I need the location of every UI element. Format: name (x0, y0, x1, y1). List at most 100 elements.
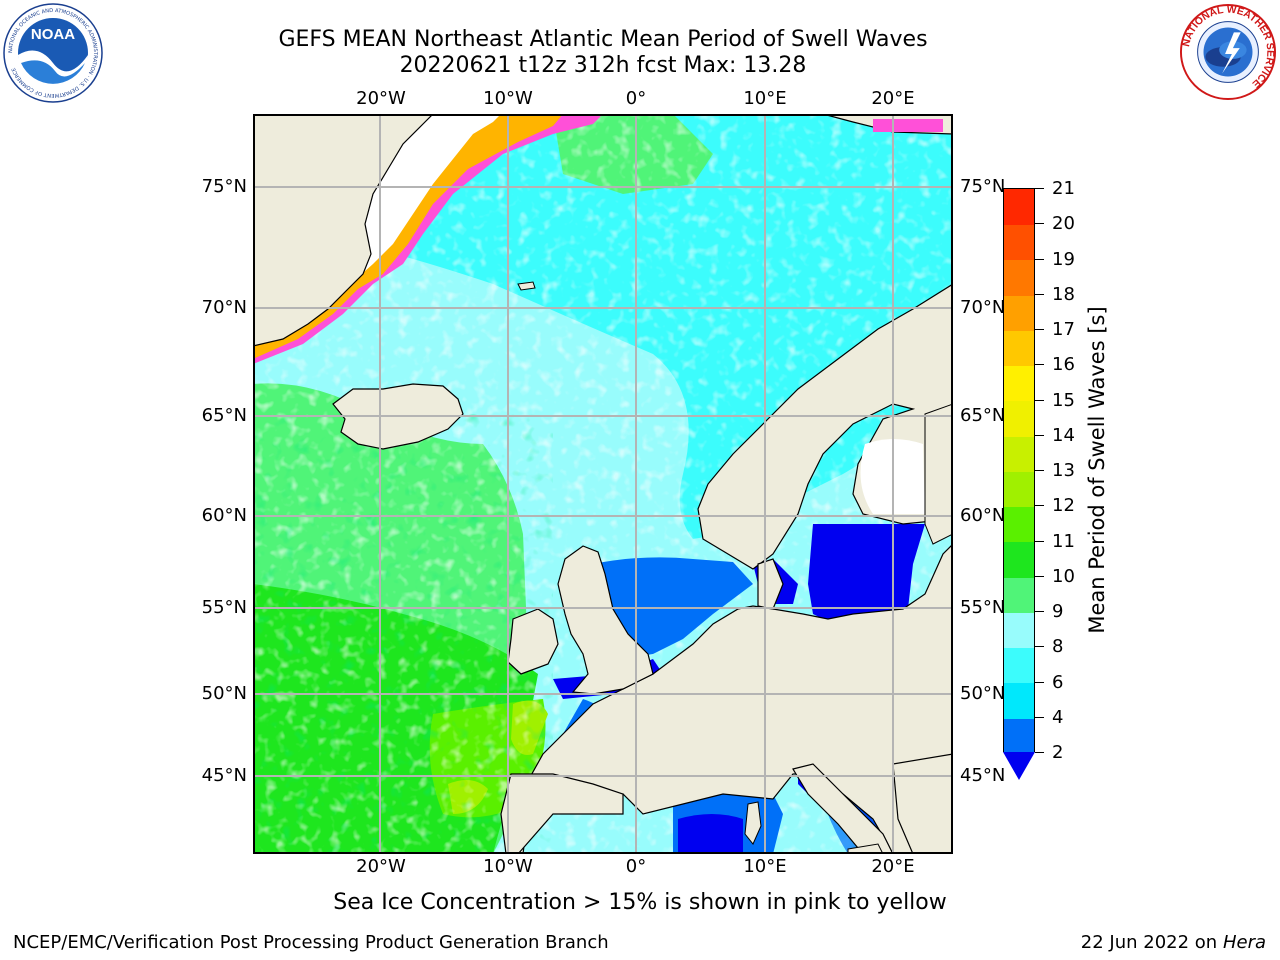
colorbar-tick (1035, 575, 1044, 577)
colorbar-segment (1004, 682, 1034, 719)
noaa-logo-text: NOAA (31, 26, 75, 43)
field-band-under-2s-mediterranean (678, 814, 743, 854)
colorbar-tick (1035, 681, 1044, 683)
italy (792, 763, 894, 854)
lon-label-bottom-20w: 20°W (356, 856, 406, 877)
colorbar-segment (1004, 224, 1034, 261)
lon-label-bottom-0: 0° (625, 856, 647, 877)
iberia (500, 773, 624, 854)
footer-date-text: 22 Jun 2022 on (1080, 932, 1218, 953)
sea-ice-note: Sea Ice Concentration > 15% is shown in … (333, 890, 947, 915)
balkans (892, 753, 953, 854)
lon-label-top-0: 0° (625, 88, 647, 109)
lat-label-left-45n: 45°N (201, 765, 247, 786)
colorbar-segment (1004, 259, 1034, 296)
chart-subtitle: 20220621 t12z 312h fcst Max: 13.28 (399, 53, 807, 78)
lat-label-left-50n: 50°N (201, 683, 247, 704)
lon-label-top-10w: 10°W (483, 88, 533, 109)
colorbar-tick-label: 4 (1052, 706, 1064, 728)
lon-label-top-10e: 10°E (743, 88, 787, 109)
colorbar-tick-label: 6 (1052, 671, 1064, 693)
svalbard-ice (873, 119, 943, 132)
colorbar-tick (1035, 505, 1044, 507)
colorbar-segment (1004, 541, 1034, 578)
colorbar-tick-label: 12 (1052, 495, 1075, 517)
lon-label-bottom-20e: 20°E (871, 856, 915, 877)
greenland-land (253, 114, 434, 347)
colorbar-tick-label: 14 (1052, 424, 1075, 446)
colorbar-tick (1035, 223, 1044, 225)
corsica-sardinia (744, 801, 762, 845)
colorbar-tick-label: 21 (1052, 178, 1075, 199)
ireland (507, 608, 559, 675)
colorbar (1003, 188, 1035, 754)
lat-label-right-65n: 65°N (960, 405, 1006, 426)
colorbar-tick (1035, 752, 1044, 753)
lat-label-right-55n: 55°N (960, 597, 1006, 618)
colorbar-segment (1004, 471, 1034, 507)
lat-label-right-50n: 50°N (960, 683, 1006, 704)
colorbar-segment (1004, 435, 1034, 472)
colorbar-tick-label: 15 (1052, 389, 1075, 411)
lat-label-left-65n: 65°N (201, 405, 247, 426)
colorbar-tick (1035, 716, 1044, 718)
colorbar-tick-label: 16 (1052, 354, 1075, 376)
colorbar-tick-label: 19 (1052, 248, 1075, 270)
field-band-under-2s-baltic (808, 524, 925, 624)
colorbar-segment (1004, 365, 1034, 402)
lon-label-bottom-10e: 10°E (743, 856, 787, 877)
great-britain (557, 545, 654, 695)
colorbar-tick-label: 8 (1052, 636, 1064, 658)
swell-period-map (253, 114, 953, 854)
colorbar-segment (1004, 506, 1034, 543)
lat-label-right-75n: 75°N (960, 176, 1006, 197)
noaa-logo: NOAA NATIONAL OCEANIC AND ATMOSPHERIC AD… (3, 3, 103, 103)
footer-branch: NCEP/EMC/Verification Post Processing Pr… (13, 932, 609, 953)
colorbar-segment (1004, 189, 1034, 225)
colorbar-title: Mean Period of Swell Waves [s] (1085, 306, 1109, 634)
colorbar-tick (1035, 399, 1044, 401)
lat-label-right-70n: 70°N (960, 297, 1006, 318)
lat-label-right-45n: 45°N (960, 765, 1006, 786)
lon-label-top-20e: 20°E (871, 88, 915, 109)
lat-label-left-55n: 55°N (201, 597, 247, 618)
finland (924, 403, 953, 545)
colorbar-tick (1035, 611, 1044, 612)
colorbar-tick (1035, 258, 1044, 260)
colorbar-segment (1004, 612, 1034, 648)
lat-label-left-60n: 60°N (201, 505, 247, 526)
nws-logo: NATIONAL WEATHER SERVICE (1179, 3, 1277, 101)
colorbar-segment (1004, 647, 1034, 684)
colorbar-tick (1035, 434, 1044, 436)
colorbar-tick-label: 20 (1052, 213, 1075, 235)
colorbar-tick (1035, 293, 1044, 295)
colorbar-segment (1004, 576, 1034, 613)
colorbar-tick-label: 9 (1052, 601, 1064, 622)
graticule (253, 114, 953, 854)
footer-date: 22 Jun 2022 on Hera (1081, 932, 1266, 953)
colorbar-tick-label: 17 (1052, 319, 1075, 340)
colorbar-segment (1004, 400, 1034, 437)
colorbar-tick (1035, 646, 1044, 648)
lat-label-left-75n: 75°N (201, 176, 247, 197)
colorbar-tick-label: 13 (1052, 460, 1075, 481)
lon-label-top-20w: 20°W (356, 88, 406, 109)
colorbar-under-arrow (1003, 752, 1035, 780)
colorbar-tick (1035, 540, 1044, 542)
lon-label-bottom-10w: 10°W (483, 856, 533, 877)
colorbar-tick (1035, 329, 1044, 330)
colorbar-tick-label: 11 (1052, 530, 1075, 552)
field-texture-green (253, 414, 553, 854)
lat-label-left-70n: 70°N (201, 297, 247, 318)
colorbar-segment (1004, 294, 1034, 331)
chart-title: GEFS MEAN Northeast Atlantic Mean Period… (278, 27, 928, 52)
footer-machine: Hera (1222, 932, 1266, 953)
colorbar-segment (1004, 717, 1034, 754)
colorbar-tick (1035, 364, 1044, 366)
colorbar-tick (1035, 470, 1044, 471)
jan-mayen (517, 281, 536, 291)
colorbar-tick (1035, 188, 1044, 189)
lat-label-right-60n: 60°N (960, 505, 1006, 526)
colorbar-tick-label: 18 (1052, 283, 1075, 305)
colorbar-tick-label: 10 (1052, 565, 1075, 587)
